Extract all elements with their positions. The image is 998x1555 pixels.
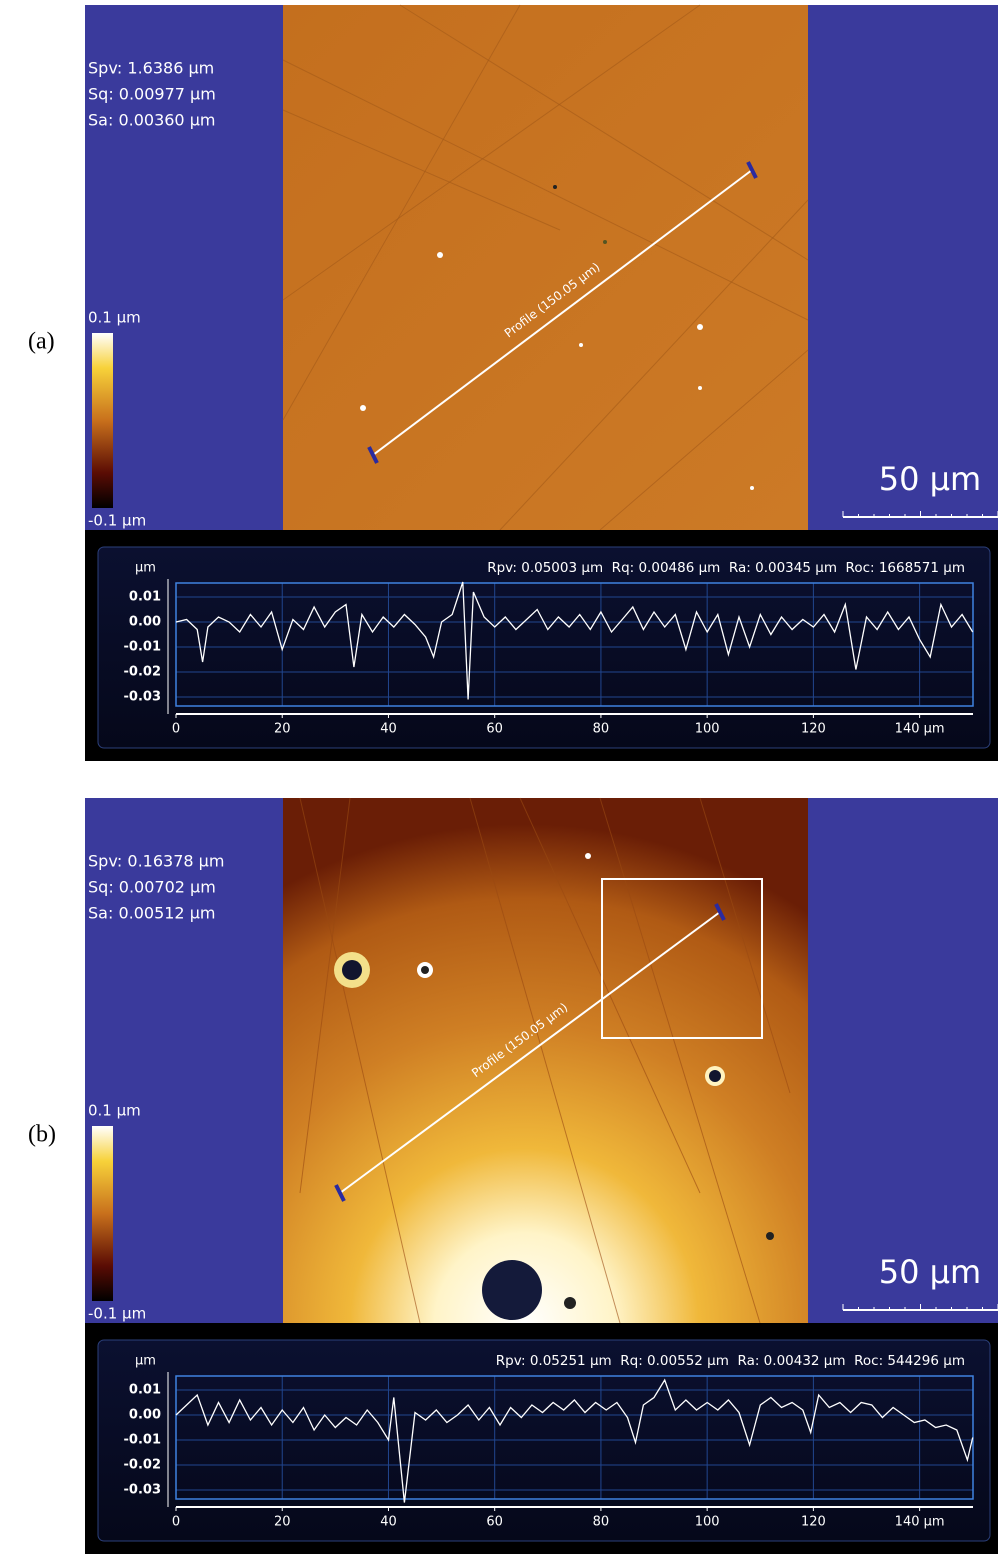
surface-stat: Sa: 0.00512 µm (88, 904, 215, 923)
plot-border (175, 1375, 974, 1500)
colorbar-min-label: -0.1 µm (88, 1305, 146, 1323)
colorbar-max-label: 0.1 µm (88, 1102, 141, 1120)
profile-line (175, 581, 974, 700)
x-tick-label: 140 µm (895, 1515, 945, 1530)
surface-defect (585, 853, 591, 859)
surface-defect (360, 405, 366, 411)
profile-end (367, 446, 379, 464)
x-tick-label: 60 (486, 1515, 503, 1530)
y-tick-label: -0.03 (124, 690, 161, 705)
scale-bar-label: 50 µm (879, 460, 981, 498)
surface-defect (421, 966, 429, 974)
scratch (299, 797, 421, 1324)
surface-defect (750, 486, 754, 490)
y-unit-label: µm (135, 1354, 156, 1369)
surface-defect (697, 324, 703, 330)
scratch (599, 349, 809, 531)
y-tick-label: 0.01 (129, 590, 161, 605)
colorbar-max-label: 0.1 µm (88, 309, 141, 327)
surface-defect (564, 1297, 576, 1309)
scale-bar-label: 50 µm (879, 1253, 981, 1291)
y-tick-label: -0.02 (124, 1458, 161, 1473)
surface-stat: Sq: 0.00977 µm (88, 85, 216, 104)
profile-path (339, 911, 721, 1194)
scratch (499, 199, 809, 531)
y-tick-label: -0.02 (124, 665, 161, 680)
scratch (282, 59, 809, 321)
surface-stat: Spv: 1.6386 µm (88, 59, 214, 78)
zoom-box (601, 878, 763, 1039)
scratch (469, 797, 621, 1324)
panel-label: (a) (28, 329, 55, 355)
scratch (699, 797, 791, 1094)
scratch (282, 109, 561, 231)
profile-stats: Rpv: 0.05003 µm Rq: 0.00486 µm Ra: 0.003… (487, 560, 965, 576)
colorbar-min-label: -0.1 µm (88, 512, 146, 530)
surface-defect (709, 1070, 721, 1082)
scratch (282, 4, 701, 301)
surface-defect (766, 1232, 774, 1240)
panel-label: (b) (28, 1122, 56, 1148)
surface-defect (698, 386, 702, 390)
profile-stats: Rpv: 0.05251 µm Rq: 0.00552 µm Ra: 0.004… (496, 1353, 965, 1369)
y-tick-label: -0.01 (124, 640, 161, 655)
x-tick-label: 120 (801, 1515, 826, 1530)
x-tick-label: 20 (274, 722, 291, 737)
surface-defect (342, 960, 362, 980)
x-tick-label: 100 (695, 722, 720, 737)
y-tick-label: 0.00 (129, 615, 161, 630)
colorbar (92, 333, 113, 508)
x-tick-label: 100 (695, 1515, 720, 1530)
scratch (399, 4, 809, 261)
y-tick-label: 0.00 (129, 1408, 161, 1423)
x-tick-label: 40 (380, 1515, 397, 1530)
x-tick-label: 0 (172, 1515, 180, 1530)
surface-defect (553, 185, 557, 189)
x-tick-label: 80 (593, 722, 610, 737)
y-tick-label: 0.01 (129, 1383, 161, 1398)
profile-line (175, 1378, 974, 1503)
y-unit-label: µm (135, 561, 156, 576)
x-tick-label: 20 (274, 1515, 291, 1530)
profile-end (746, 161, 758, 179)
x-tick-label: 60 (486, 722, 503, 737)
profile-path (372, 169, 753, 456)
surface-defect (437, 252, 443, 258)
colorbar (92, 1126, 113, 1301)
surface-defect (482, 1260, 542, 1320)
x-tick-label: 140 µm (895, 722, 945, 737)
scratch (282, 4, 521, 421)
x-tick-label: 120 (801, 722, 826, 737)
afm-image (283, 5, 808, 530)
scratch (519, 797, 701, 1194)
profile-end (714, 903, 726, 921)
x-tick-label: 0 (172, 722, 180, 737)
surface-defect (603, 240, 607, 244)
profile-end (334, 1184, 346, 1202)
scratch (599, 797, 761, 1324)
y-tick-label: -0.03 (124, 1483, 161, 1498)
surface-stat: Sa: 0.00360 µm (88, 111, 215, 130)
x-tick-label: 80 (593, 1515, 610, 1530)
x-tick-label: 40 (380, 722, 397, 737)
surface-defect (579, 343, 583, 347)
surface-stat: Spv: 0.16378 µm (88, 852, 224, 871)
y-tick-label: -0.01 (124, 1433, 161, 1448)
plot-border (175, 582, 974, 707)
surface-stat: Sq: 0.00702 µm (88, 878, 216, 897)
scratch (299, 797, 351, 1194)
